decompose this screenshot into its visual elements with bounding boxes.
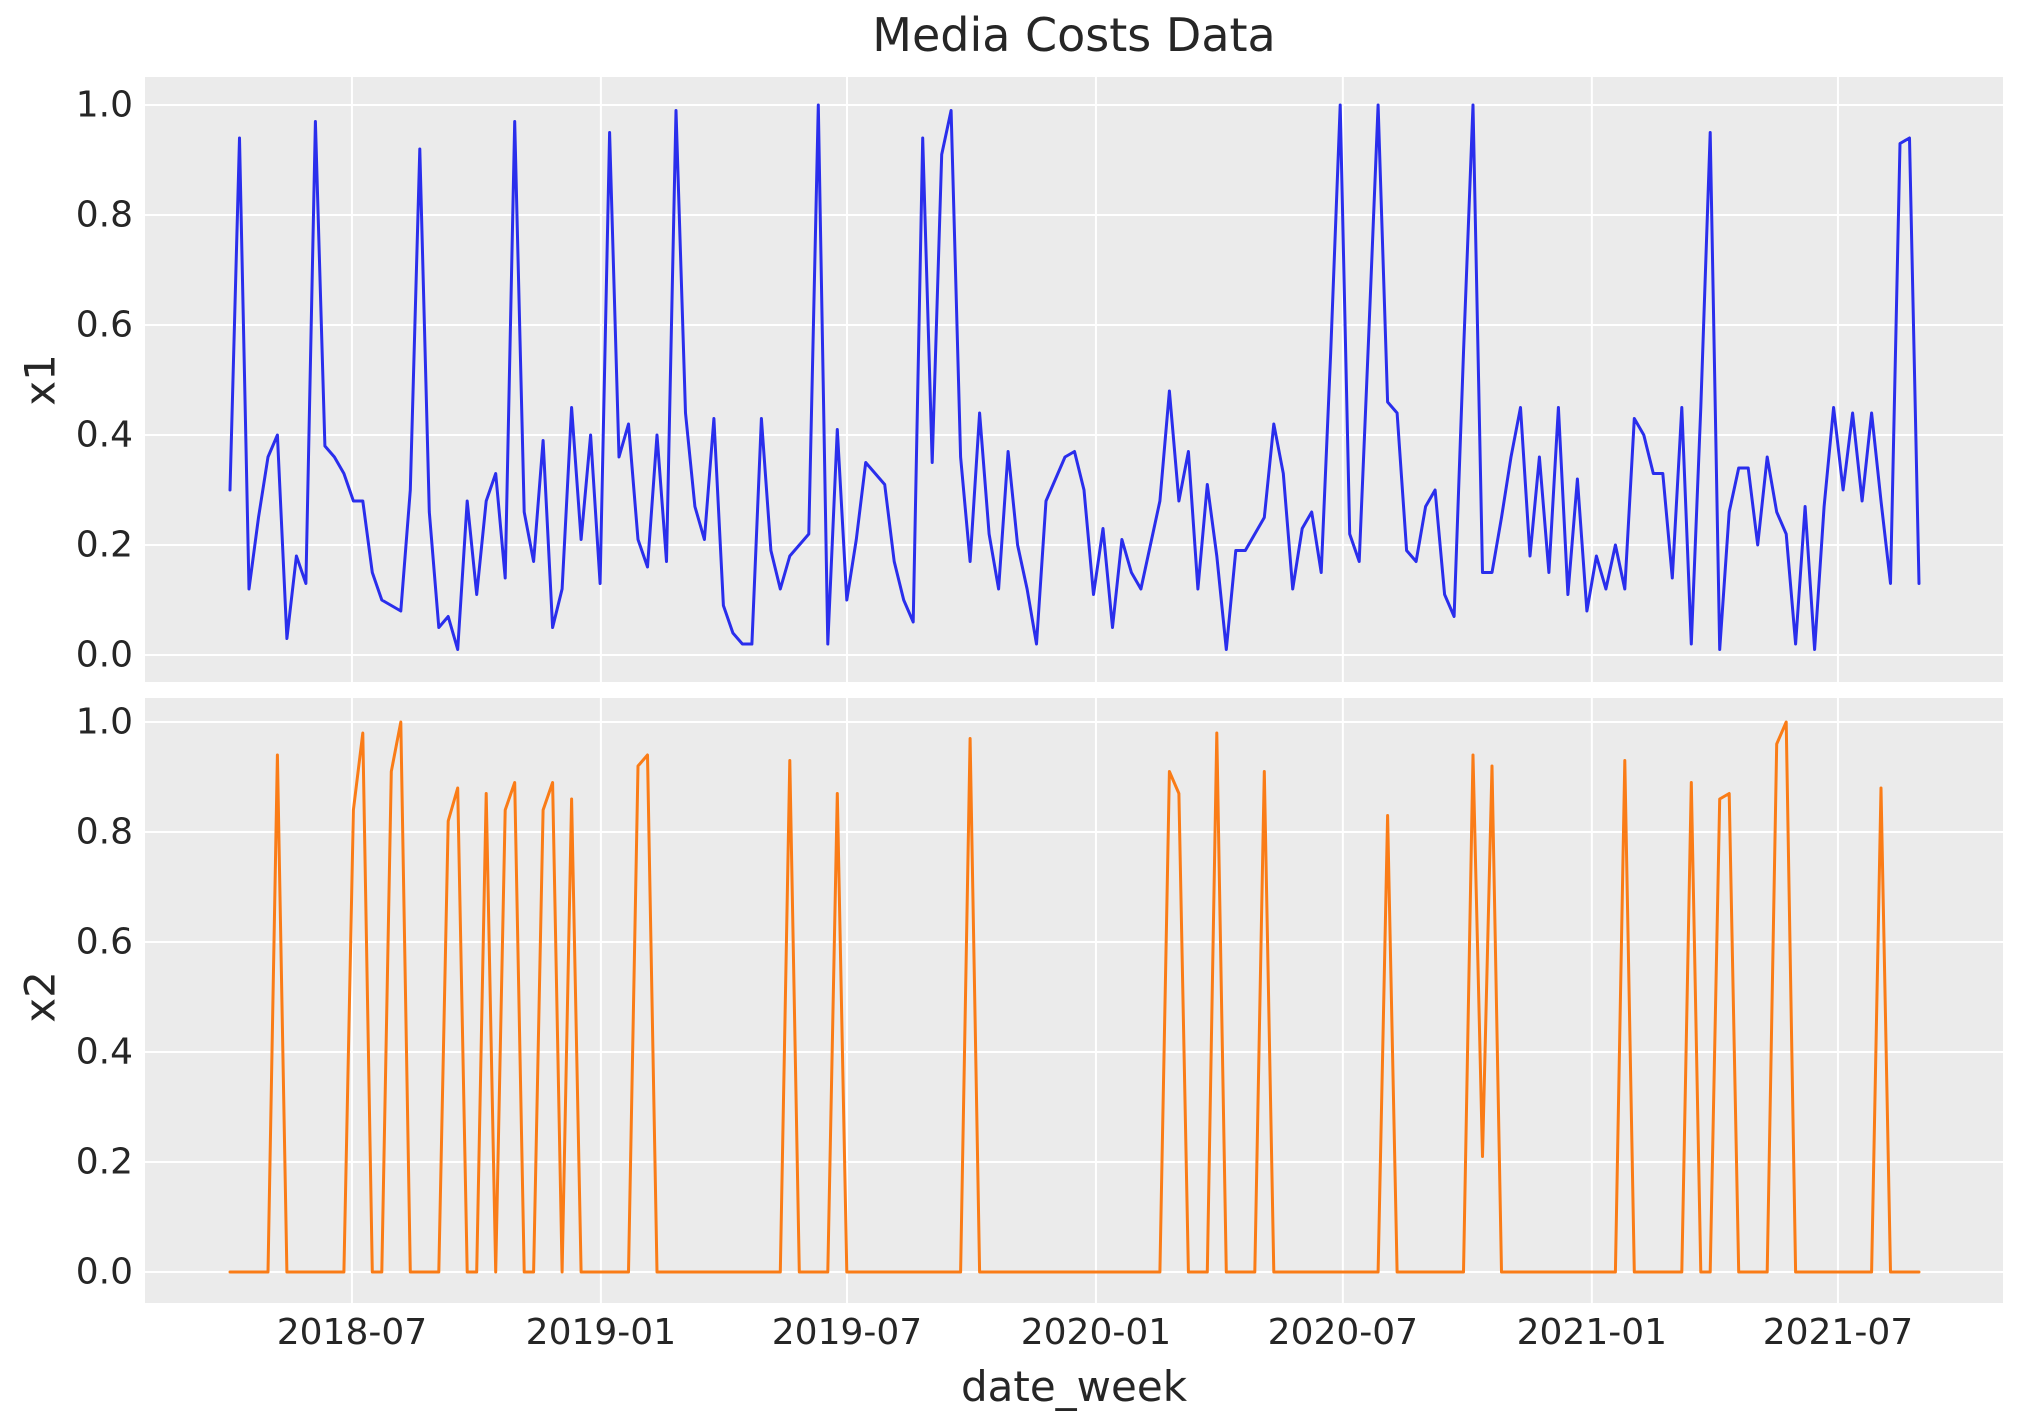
ylabel-x1: x1: [15, 354, 65, 406]
xtick-label: 2018-07: [276, 1312, 428, 1353]
ytick-label-x2: 0.0: [75, 1251, 133, 1293]
x1-line: [228, 103, 1921, 651]
ytick-label-x1: 0.8: [75, 194, 133, 236]
ytick-label-x1: 0.6: [75, 304, 133, 346]
ytick-label-x2: 0.8: [75, 811, 133, 853]
ytick-label-x2: 0.4: [75, 1031, 133, 1073]
ytick-label-x1: 0.0: [75, 634, 133, 676]
xtick-label: 2019-01: [525, 1312, 677, 1353]
xtick-label: 2021-01: [1516, 1312, 1668, 1353]
ylabel-x2: x2: [15, 971, 65, 1023]
ytick-label-x1: 0.2: [75, 524, 133, 566]
xtick-label: 2020-01: [1020, 1312, 1172, 1353]
x2-line: [228, 720, 1921, 1274]
xtick-label: 2021-07: [1762, 1312, 1914, 1353]
ytick-label-x1: 0.4: [75, 414, 133, 456]
xtick-label: 2019-07: [771, 1312, 923, 1353]
ytick-label-x2: 0.6: [75, 921, 133, 963]
xtick-label: 2020-07: [1267, 1312, 1419, 1353]
axes-background-x2: [145, 698, 2003, 1303]
chart-title: Media Costs Data: [872, 8, 1276, 62]
ytick-label-x2: 0.2: [75, 1141, 133, 1183]
xaxis-label: date_week: [960, 1362, 1188, 1411]
ytick-label-x2: 1.0: [75, 701, 133, 743]
ytick-label-x1: 1.0: [75, 84, 133, 126]
